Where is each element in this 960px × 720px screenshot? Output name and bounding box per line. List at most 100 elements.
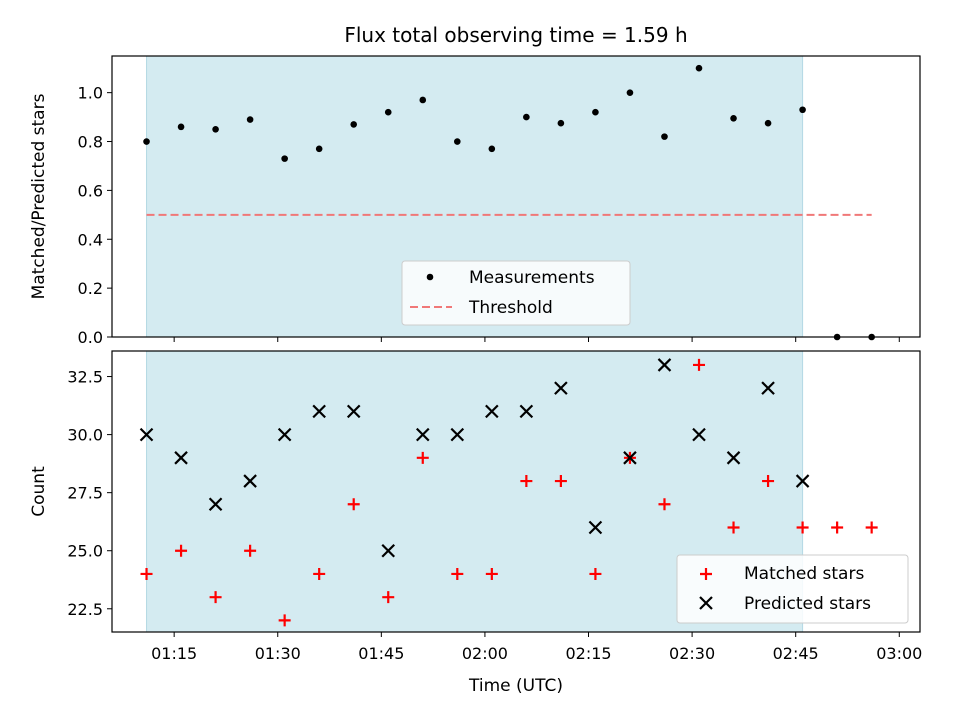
- y-axis-ticks: 0.0 0.2 0.4 0.6 0.8 1.0: [78, 84, 112, 347]
- x-tick-label: 03:00: [876, 644, 922, 663]
- y-tick-label: 0.4: [78, 230, 103, 249]
- predicted-stars-point: [657, 358, 672, 372]
- x-tick-label: 02:45: [773, 644, 819, 663]
- y-axis-label: Count: [29, 466, 49, 517]
- x-axis-label: Time (UTC): [468, 676, 563, 696]
- predicted-stars-point: [726, 451, 741, 465]
- predicted-stars-point: [450, 427, 465, 442]
- legend-plus-marker: [700, 568, 712, 580]
- matched-stars-point: [278, 614, 291, 627]
- ratio-panel-frame: [111, 55, 921, 338]
- predicted-stars-point: [795, 474, 810, 488]
- measurement-point: [212, 126, 219, 133]
- matched-stars-point: [589, 567, 602, 580]
- legend-dot-marker: [426, 273, 434, 281]
- y-tick-label: 1.0: [78, 84, 103, 103]
- matched-stars-point: [209, 591, 222, 604]
- count-points: [139, 358, 878, 627]
- measurement-point: [592, 108, 599, 116]
- measurement-point: [730, 115, 737, 122]
- legend-label-predicted: Predicted stars: [744, 594, 871, 614]
- predicted-stars-point: [139, 427, 154, 442]
- measurement-point: [764, 119, 772, 127]
- x-tick-label: 01:15: [151, 644, 197, 663]
- chart-title: Flux total observing time = 1.59 h: [344, 23, 687, 47]
- matched-stars-point: [796, 521, 809, 534]
- predicted-stars-point: [243, 474, 257, 488]
- legend-label-threshold: Threshold: [468, 298, 553, 318]
- matched-stars-point: [865, 521, 878, 534]
- measurement-point: [523, 113, 530, 121]
- legend-label-matched: Matched stars: [744, 564, 864, 584]
- legend-box: [401, 260, 631, 326]
- y-tick-label: 27.5: [67, 484, 103, 503]
- y-tick-label: 0.0: [78, 328, 103, 347]
- predicted-stars-point: [381, 543, 396, 558]
- measurement-point: [626, 89, 634, 96]
- count-legend: Matched stars Predicted stars: [676, 554, 909, 624]
- predicted-stars-point: [588, 520, 603, 535]
- y-tick-label: 0.2: [78, 279, 103, 298]
- y-tick-label: 30.0: [67, 426, 103, 445]
- predicted-stars-point: [554, 381, 568, 395]
- matched-stars-point: [727, 521, 740, 534]
- legend-box: [676, 554, 909, 624]
- x-tick-label: 02:00: [462, 644, 508, 663]
- ratio-legend: Measurements Threshold: [401, 260, 631, 326]
- y-tick-label: 25.0: [67, 542, 103, 561]
- matched-stars-point: [416, 451, 429, 464]
- measurement-point: [799, 106, 806, 114]
- measurement-point: [177, 123, 185, 131]
- predicted-stars-point: [692, 427, 706, 442]
- measurement-point: [143, 138, 150, 145]
- x-tick-label: 01:30: [255, 644, 301, 663]
- matched-stars-point: [520, 475, 533, 488]
- measurement-point: [695, 64, 703, 72]
- matched-stars-point: [140, 567, 153, 580]
- measurement-point: [557, 119, 565, 127]
- x-tick-label: 02:30: [669, 644, 715, 663]
- matched-stars-point: [554, 475, 567, 488]
- legend-label-measurements: Measurements: [469, 268, 595, 288]
- y-axis-label: Matched/Predicted stars: [29, 93, 49, 299]
- predicted-stars-point: [312, 404, 326, 419]
- measurement-point: [350, 121, 358, 128]
- predicted-stars-point: [761, 381, 775, 395]
- predicted-stars-point: [346, 404, 361, 419]
- matched-stars-point: [382, 591, 395, 604]
- y-tick-label: 0.8: [78, 133, 103, 152]
- matched-stars-point: [244, 544, 257, 557]
- y-axis-ticks: 22.5 25.0 27.5 30.0 32.5: [67, 368, 112, 619]
- measurement-point: [281, 155, 288, 162]
- measurement-point: [661, 133, 668, 140]
- matched-stars-point: [347, 498, 360, 511]
- count-panel-frame: [111, 350, 921, 633]
- legend-x-marker: [699, 596, 713, 610]
- measurement-point: [246, 116, 254, 123]
- predicted-stars-point: [208, 497, 223, 512]
- predicted-stars-point: [174, 451, 188, 465]
- y-tick-label: 32.5: [67, 368, 103, 387]
- y-tick-label: 22.5: [67, 600, 103, 619]
- matched-stars-point: [313, 567, 326, 580]
- x-axis-ticks: 01:15 01:30 01:45 02:00 02:15 02:30 02:45 03:00: [151, 632, 922, 663]
- matched-stars-point: [485, 567, 498, 580]
- measurement-point: [384, 108, 392, 116]
- measurement-point: [453, 138, 461, 145]
- measurement-point: [488, 145, 496, 153]
- x-tick-label: 02:15: [565, 644, 611, 663]
- predicted-stars-point: [485, 404, 499, 419]
- predicted-stars-point: [277, 427, 292, 442]
- count-panel: 22.5 25.0 27.5 30.0 32.5 01:15 01:30 01:45 02:0…: [29, 350, 922, 696]
- matched-stars-point: [831, 521, 844, 534]
- matched-stars-point: [762, 475, 775, 488]
- predicted-stars-point: [623, 451, 637, 465]
- y-tick-label: 0.6: [78, 181, 103, 200]
- predicted-stars-point: [519, 404, 534, 419]
- measurement-point: [419, 96, 427, 104]
- measurement-point: [315, 145, 323, 153]
- x-tick-label: 01:45: [358, 644, 404, 663]
- matched-stars-point: [451, 567, 464, 580]
- matched-stars-point: [175, 544, 188, 557]
